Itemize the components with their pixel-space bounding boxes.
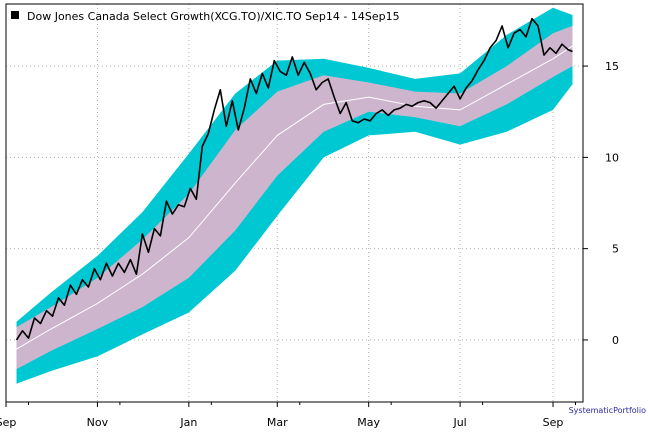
bands	[16, 7, 573, 384]
x-tick-label: Sep	[0, 416, 16, 429]
lines	[15, 17, 573, 350]
x-tick-label: Mar	[267, 416, 288, 429]
x-tick-label: Jul	[452, 416, 466, 429]
x-tick-label: Jan	[179, 416, 197, 429]
y-axis: 0 5 10 15	[583, 60, 619, 347]
y-tick-label: 5	[612, 243, 619, 256]
credit-label: SystematicPortfolio	[569, 406, 647, 415]
x-axis: Sep Nov Jan Mar May Jul Sep	[0, 402, 577, 429]
plot-frame	[5, 3, 584, 403]
inner-band	[16, 25, 573, 370]
mid-line	[16, 45, 573, 350]
x-tick-label: Sep	[543, 416, 564, 429]
chart-title: Dow Jones Canada Select Growth(XCG.TO)/X…	[27, 10, 400, 23]
y-tick-label: 0	[612, 334, 619, 347]
x-tick-label: Nov	[87, 416, 109, 429]
y-tick-label: 15	[605, 60, 619, 73]
x-tick-label: May	[357, 416, 380, 429]
price-line	[15, 17, 573, 341]
legend: Dow Jones Canada Select Growth(XCG.TO)/X…	[11, 10, 400, 23]
legend-swatch	[11, 11, 19, 19]
y-tick-label: 10	[605, 151, 619, 164]
